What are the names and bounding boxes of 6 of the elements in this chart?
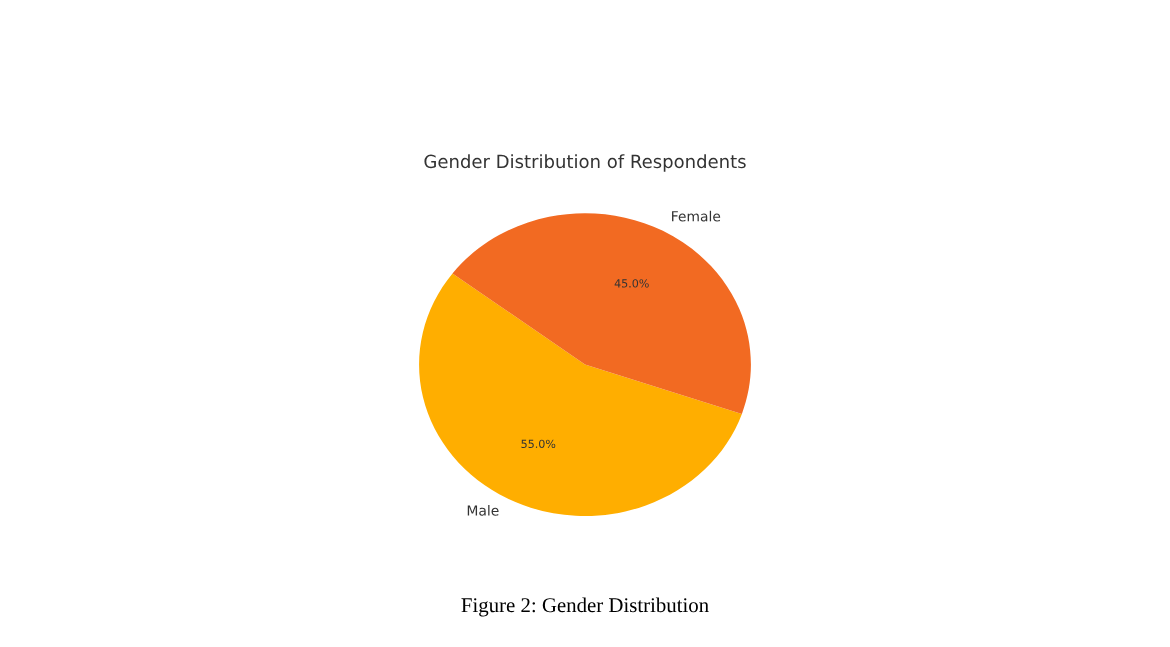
data-label: 45.0% [614, 279, 649, 288]
caption: Figure 2: Gender Distribution [461, 597, 709, 617]
data-label: 55.0% [521, 439, 556, 449]
slice-label: Male [467, 504, 499, 516]
slice-label: Female [672, 210, 721, 222]
chart-title: Gender Distribution of Respondents [424, 154, 746, 172]
